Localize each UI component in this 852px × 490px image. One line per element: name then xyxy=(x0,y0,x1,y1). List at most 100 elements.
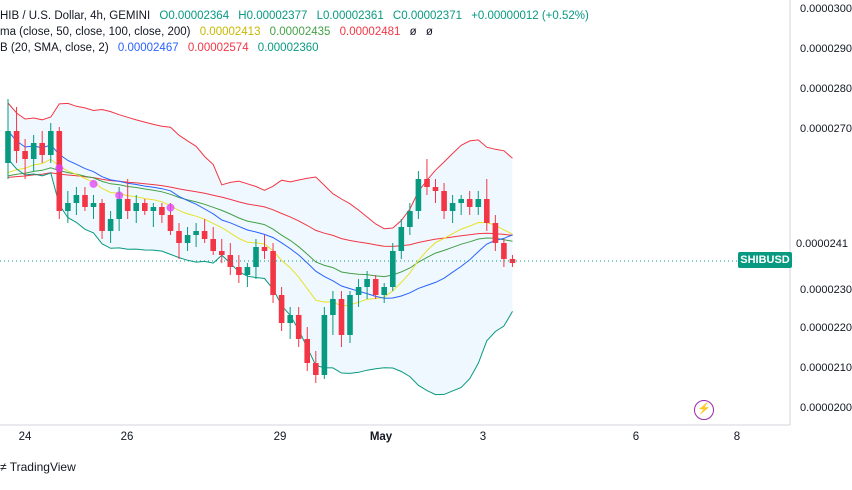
candle-body xyxy=(176,231,182,243)
ma200-value: 0.00002481 xyxy=(339,26,401,38)
legend-change: +0.00000012 (+0.52%) xyxy=(471,10,589,22)
y-tick-label: 0.0000230 xyxy=(800,284,852,296)
candle-body xyxy=(184,235,191,243)
candle-body xyxy=(347,295,353,335)
candle-body xyxy=(236,267,242,275)
candle-body xyxy=(90,203,97,207)
candle-body xyxy=(13,131,20,151)
y-tick-label: 0.0000300 xyxy=(800,3,852,15)
price-tag: 0.0000254 xyxy=(796,172,848,184)
candle-body xyxy=(390,251,396,287)
y-tick-label: 0.0000270 xyxy=(800,123,852,135)
branding-text: TradingView xyxy=(9,460,76,474)
legend-row-3[interactable]: B (20, SMA, close, 2) 0.00002467 0.00002… xyxy=(0,41,325,56)
lightning-icon[interactable]: ⚡ xyxy=(694,400,714,420)
candle-body xyxy=(159,207,165,215)
candle-body xyxy=(65,203,71,211)
price-tag: 0.0000241 xyxy=(796,238,848,250)
y-tick-label: 0.0000210 xyxy=(800,362,852,374)
ma100-line xyxy=(7,167,513,278)
y-tick-label: 0.0000200 xyxy=(800,402,852,414)
ma100-value: 0.00002435 xyxy=(269,26,331,38)
candle-body xyxy=(466,199,473,207)
price-tag: 0.0000248 xyxy=(796,188,848,200)
candle-body xyxy=(124,199,131,211)
bb-upper-value: 0.00002574 xyxy=(187,42,249,54)
candle-body xyxy=(5,131,11,163)
candle-body xyxy=(295,315,302,339)
candle-body xyxy=(484,199,490,223)
tradingview-icon: ≠ xyxy=(0,460,7,474)
candle-body xyxy=(458,199,464,203)
legend-title: HIB / U.S. Dollar, 4h, GEMINI xyxy=(0,10,151,22)
candle-body xyxy=(424,179,430,187)
tradingview-logo[interactable]: ≠ TradingView xyxy=(0,460,76,474)
candle-body xyxy=(227,255,234,267)
empty-value-1: ø xyxy=(409,26,417,38)
x-tick-label: May xyxy=(369,431,393,443)
candle-body xyxy=(116,199,122,219)
legend-open: O0.00002364 xyxy=(159,10,230,22)
candle-body xyxy=(22,151,28,159)
candle-body xyxy=(82,195,88,207)
candle-body xyxy=(492,223,499,243)
legend-high: H0.00002377 xyxy=(238,10,308,22)
bb-upper-line xyxy=(7,102,513,230)
legend-close: C0.00002371 xyxy=(392,10,462,22)
price-tag: 0.0000237 xyxy=(796,254,848,266)
candle-body xyxy=(253,247,259,267)
candle-body xyxy=(475,199,482,207)
candle-body xyxy=(99,203,105,231)
price-tag: 0.0000268 xyxy=(796,130,848,142)
bb-indicator-label: B (20, SMA, close, 2) xyxy=(0,42,109,54)
candle-body xyxy=(107,219,114,231)
bb-basis-value: 0.00002467 xyxy=(117,42,179,54)
x-tick-label: 26 xyxy=(120,431,134,443)
candle-body xyxy=(39,143,45,155)
candle-body xyxy=(48,131,54,155)
bb-lower-line xyxy=(7,158,513,396)
candle-body xyxy=(30,143,37,159)
candle-body xyxy=(193,231,199,235)
cross-marker xyxy=(89,179,98,188)
y-tick-label: 0.0000220 xyxy=(800,322,852,334)
price-tag: 0.0000246 xyxy=(796,204,848,216)
candle-body xyxy=(381,287,387,295)
cross-marker xyxy=(166,203,175,212)
candle-body xyxy=(133,203,139,211)
bb-basis-line xyxy=(7,130,513,299)
candle-body xyxy=(150,207,157,211)
x-tick-label: 8 xyxy=(733,431,741,443)
x-tick-label: 3 xyxy=(479,431,487,443)
candle-body xyxy=(355,287,362,295)
candle-body xyxy=(270,251,276,295)
y-tick-label: 0.0000290 xyxy=(800,43,852,55)
bb-lower-value: 0.00002360 xyxy=(257,42,319,54)
candle-body xyxy=(201,231,208,239)
candle-body xyxy=(244,267,251,275)
candle-body xyxy=(287,315,293,323)
cross-marker xyxy=(115,191,124,200)
price-tag: 0.0000243 xyxy=(796,221,848,233)
x-tick-label: 29 xyxy=(273,431,287,443)
candle-body xyxy=(304,339,310,363)
candle-body xyxy=(261,247,268,251)
candle-body xyxy=(313,363,319,375)
symbol-label: SHIBUSD xyxy=(738,252,792,268)
candle-body xyxy=(73,195,80,203)
price-tag: 0.0000236 xyxy=(796,270,848,282)
candle-body xyxy=(501,243,507,259)
ma50-value: 0.00002413 xyxy=(199,26,261,38)
candle-body xyxy=(407,211,413,227)
candle-body xyxy=(321,315,328,375)
legend-row-2[interactable]: ma (close, 50, close, 100, close, 200) 0… xyxy=(0,25,439,40)
bollinger-band-fill xyxy=(8,103,513,395)
ma-indicator-label: ma (close, 50, close, 100, close, 200) xyxy=(0,26,191,38)
legend-row-1: HIB / U.S. Dollar, 4h, GEMINI O0.0000236… xyxy=(0,9,595,24)
candle-body xyxy=(278,295,285,323)
y-tick-label: 0.0000280 xyxy=(800,83,852,95)
legend-low: L0.00002361 xyxy=(316,10,384,22)
empty-value-2: ø xyxy=(425,26,433,38)
